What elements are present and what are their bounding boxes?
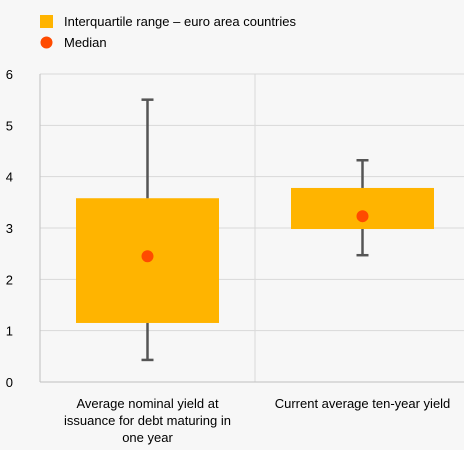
y-axis: 0 1 2 3 4 5 6 (6, 67, 13, 390)
median-point-0 (141, 250, 154, 263)
y-tick-label-3: 3 (6, 221, 13, 236)
x-category-label-line-0-0: Average nominal yield at (76, 396, 219, 411)
box-group-0 (76, 98, 219, 362)
x-category-label-line-0-2: one year (122, 430, 173, 445)
x-category-label-line-1-0: Current average ten-year yield (275, 396, 451, 411)
x-category-label-line-0-1: issuance for debt maturing in (64, 413, 231, 428)
iqr-box-1 (291, 187, 434, 230)
legend-swatch-median (40, 36, 53, 49)
x-axis: Average nominal yield at issuance for deb… (40, 381, 464, 445)
legend: Interquartile range – euro area countrie… (40, 14, 296, 50)
x-category-label-0: Average nominal yield at issuance for deb… (64, 396, 231, 445)
y-tick-label-6: 6 (6, 67, 13, 82)
y-tick-label-4: 4 (6, 170, 13, 185)
median-point-1 (356, 210, 369, 223)
x-category-label-1: Current average ten-year yield (275, 396, 451, 411)
legend-label-median: Median (64, 35, 107, 50)
y-tick-label-5: 5 (6, 118, 13, 133)
y-tick-label-1: 1 (6, 324, 13, 339)
legend-swatch-iqr (40, 15, 53, 28)
legend-label-iqr: Interquartile range – euro area countrie… (64, 14, 296, 29)
y-tick-label-0: 0 (6, 375, 13, 390)
plot-area (76, 98, 434, 362)
y-tick-label-2: 2 (6, 272, 13, 287)
box-group-1 (291, 158, 434, 257)
